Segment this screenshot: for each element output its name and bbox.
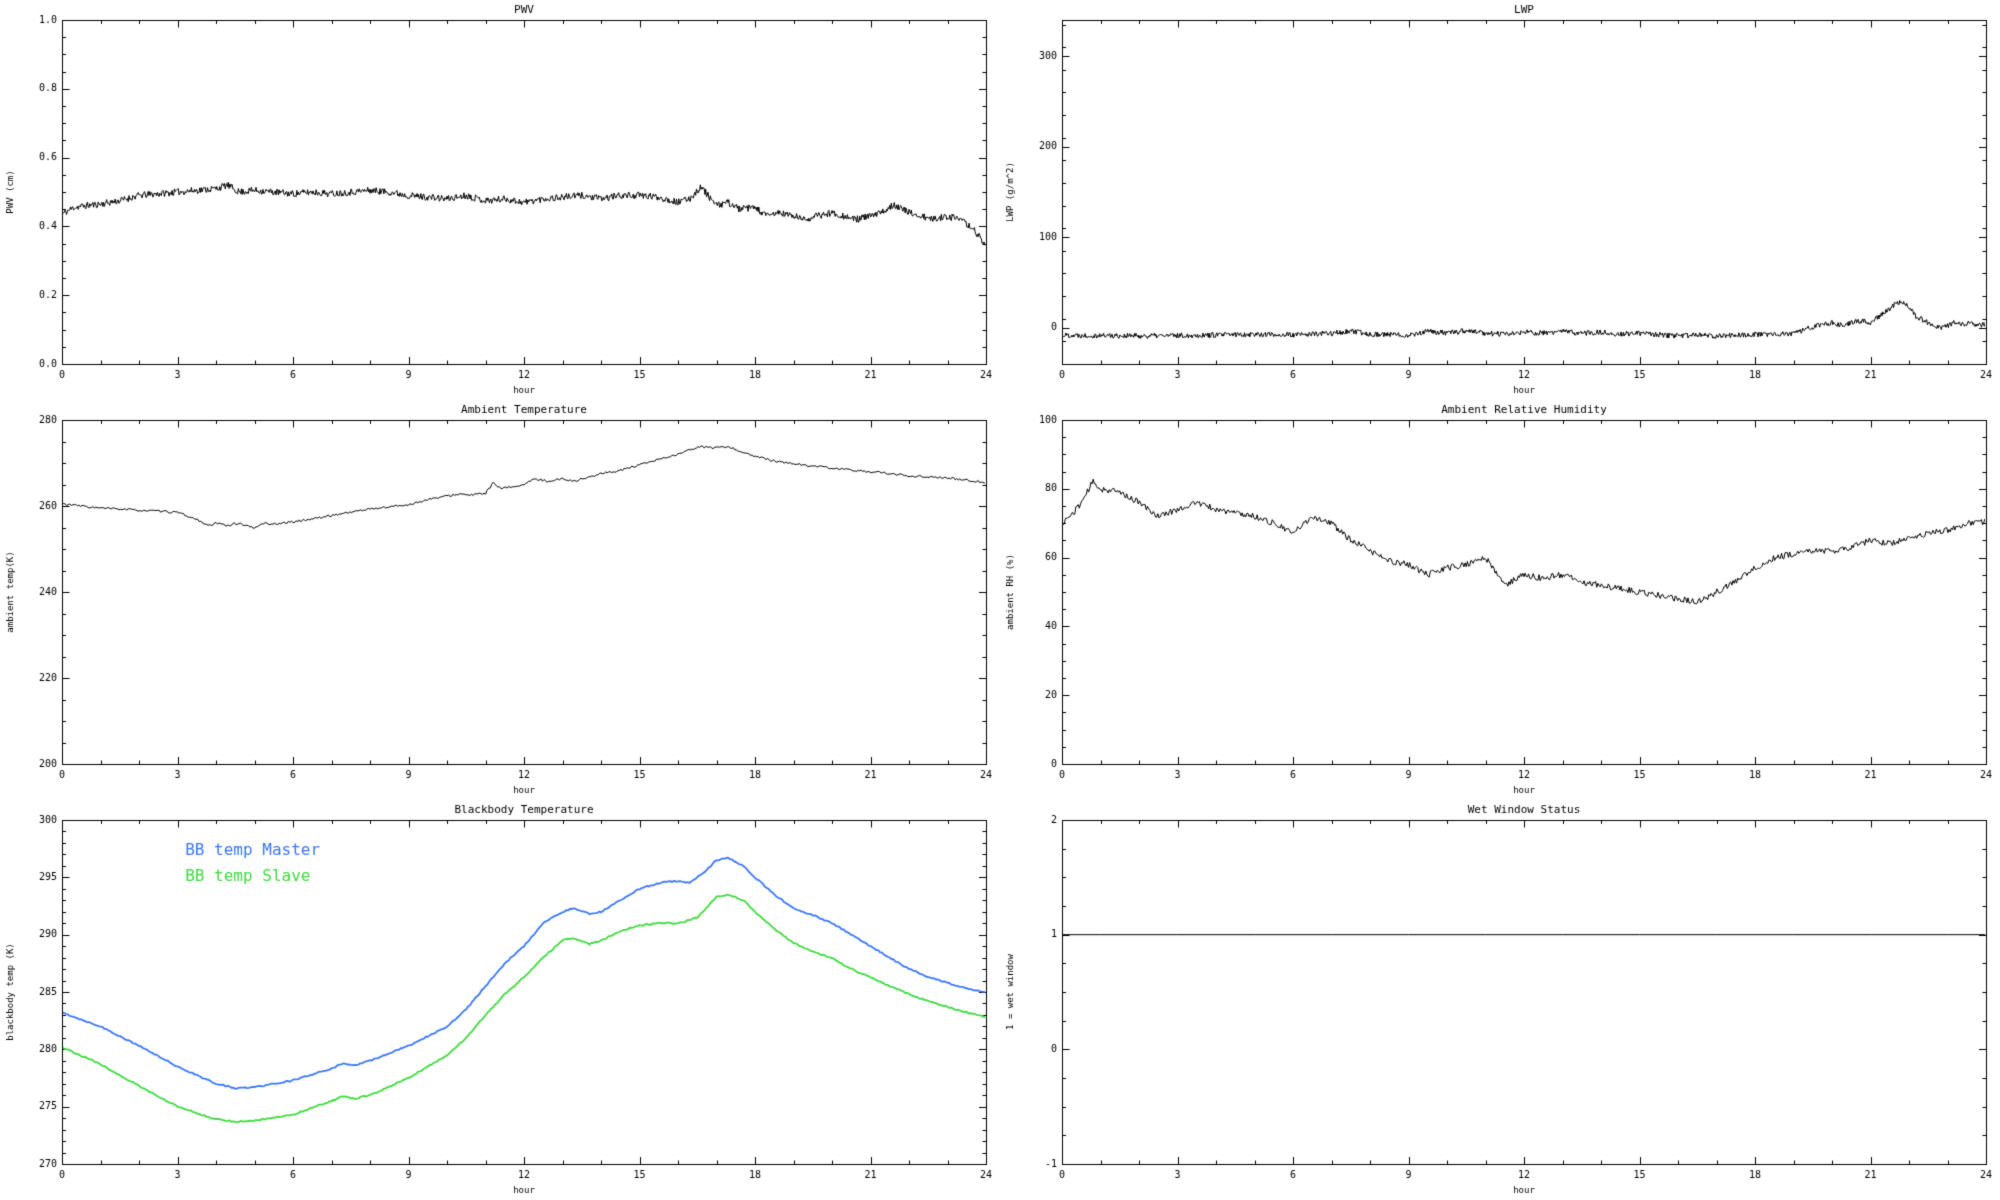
chart-blackbody-temperature [0, 800, 1000, 1200]
panel-pwv [0, 0, 1000, 400]
panel-wet-window-status [1000, 800, 2000, 1200]
chart-ambient-relative-humidity [1000, 400, 2000, 800]
panel-blackbody-temperature [0, 800, 1000, 1200]
chart-lwp [1000, 0, 2000, 400]
panel-ambient-relative-humidity [1000, 400, 2000, 800]
chart-pwv [0, 0, 1000, 400]
chart-wet-window-status [1000, 800, 2000, 1200]
panel-ambient-temperature [0, 400, 1000, 800]
chart-ambient-temperature [0, 400, 1000, 800]
panel-lwp [1000, 0, 2000, 400]
